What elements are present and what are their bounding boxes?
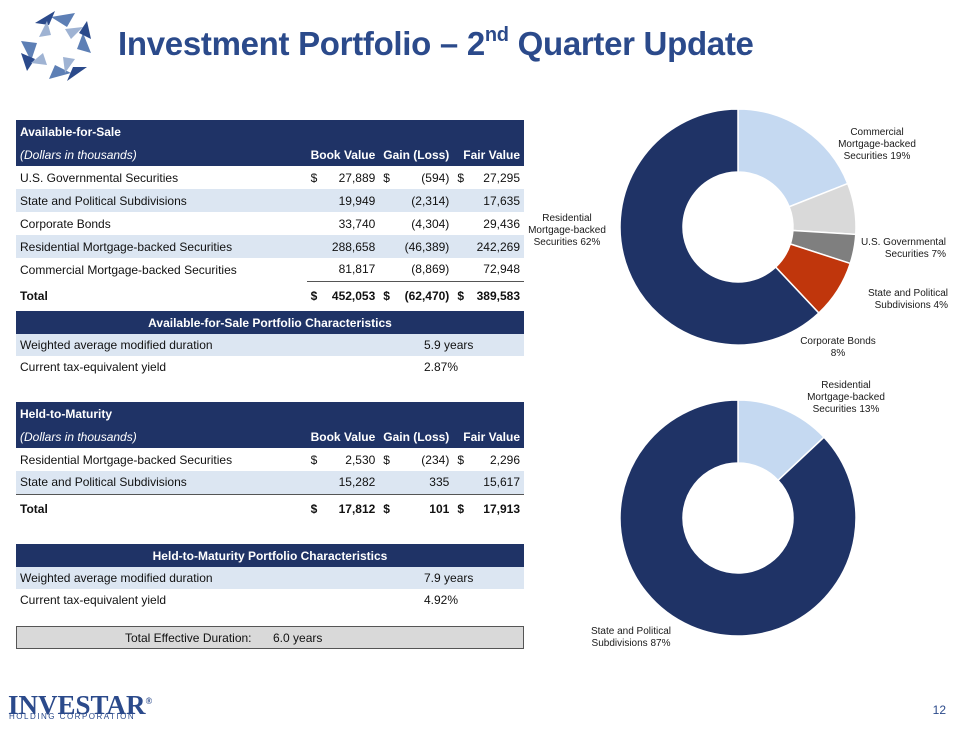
total-duration-value: 6.0 years xyxy=(273,631,323,645)
total-effective-duration: Total Effective Duration: 6.0 years xyxy=(16,626,524,649)
htm-characteristics-table: Held-to-Maturity Portfolio Characteristi… xyxy=(16,544,524,611)
donut-slice xyxy=(619,108,820,346)
slice-label: Residential Mortgage-backed Securities 62% xyxy=(528,213,606,248)
slice-label: State and Political Subdivisions 4% xyxy=(868,288,948,311)
table-row: Weighted average modified duration 5.9 y… xyxy=(16,334,524,356)
slice-label: Commercial Mortgage-backed Securities 19% xyxy=(838,127,916,162)
donut-slice xyxy=(619,399,857,637)
htm-table: Held-to-Maturity (Dollars in thousands) … xyxy=(16,402,524,524)
afs-header-gain: Gain (Loss) xyxy=(379,144,454,166)
htm-title-row: Held-to-Maturity xyxy=(16,402,524,426)
table-row: Corporate Bonds 33,740 (4,304) 29,436 xyxy=(20,216,520,231)
page-number: 12 xyxy=(932,703,946,717)
htm-header-gain: Gain (Loss) xyxy=(379,426,454,448)
table-row: State and Political Subdivisions 15,282 … xyxy=(16,471,524,495)
afs-header-book: Book Value xyxy=(306,144,380,166)
afs-characteristics-table: Available-for-Sale Portfolio Characteris… xyxy=(16,311,524,378)
htm-header-row: (Dollars in thousands) Book Value Gain (… xyxy=(16,426,524,448)
afs-header-row: (Dollars in thousands) Book Value Gain (… xyxy=(16,144,524,166)
afs-header-fair: Fair Value xyxy=(453,144,524,166)
htm-subtitle: (Dollars in thousands) xyxy=(16,426,307,448)
htm-characteristics-header: Held-to-Maturity Portfolio Characteristi… xyxy=(16,544,524,567)
slice-label: Residential Mortgage-backed Securities 13% xyxy=(807,380,885,415)
table-row: Weighted average modified duration 7.9 y… xyxy=(16,567,524,589)
total-duration-label: Total Effective Duration: xyxy=(125,631,252,645)
afs-characteristics-header: Available-for-Sale Portfolio Characteris… xyxy=(16,311,524,334)
htm-header-book: Book Value xyxy=(306,426,380,448)
htm-header-fair: Fair Value xyxy=(453,426,524,448)
brand-subtitle: HOLDING CORPORATION xyxy=(9,712,136,721)
slice-label: State and Political Subdivisions 87% xyxy=(591,626,671,649)
donut-slice xyxy=(737,108,849,208)
htm-total-row: Total $17,812 $101 $17,913 xyxy=(20,502,520,517)
afs-table: Available-for-Sale (Dollars in thousands… xyxy=(16,120,524,311)
page-title: Investment Portfolio – 2nd Quarter Updat… xyxy=(118,24,754,62)
slice-label: Corporate Bonds 8% xyxy=(800,336,876,359)
table-row: Residential Mortgage-backed Securities 2… xyxy=(16,235,524,258)
htm-title: Held-to-Maturity xyxy=(16,402,524,426)
slice-label: U.S. Governmental Securities 7% xyxy=(861,237,946,260)
table-row: Residential Mortgage-backed Securities $… xyxy=(20,452,520,467)
brand-wordmark: INVESTAR® xyxy=(8,690,153,720)
afs-title: Available-for-Sale xyxy=(16,120,524,144)
table-row: U.S. Governmental Securities $27,889 $ (5… xyxy=(20,170,520,185)
table-row: Current tax-equivalent yield 4.92% xyxy=(20,593,459,607)
company-logo-icon xyxy=(21,11,91,81)
afs-subtitle: (Dollars in thousands) xyxy=(16,144,307,166)
table-row: Current tax-equivalent yield 2.87% xyxy=(20,360,459,374)
afs-total-row: Total $452,053 $ (62,470) $389,583 xyxy=(20,289,520,304)
table-row: State and Political Subdivisions 19,949 … xyxy=(16,189,524,212)
table-row: Commercial Mortgage-backed Securities 81… xyxy=(16,258,524,282)
afs-title-row: Available-for-Sale xyxy=(16,120,524,144)
